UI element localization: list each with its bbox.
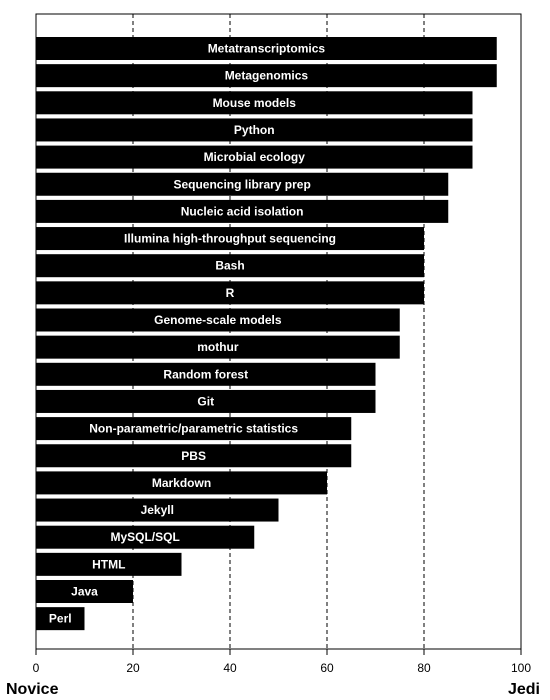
bar	[36, 552, 182, 576]
bar	[36, 308, 400, 332]
x-tick-label: 40	[223, 661, 237, 675]
x-tick-label: 80	[417, 661, 431, 675]
bar-label: Markdown	[152, 476, 211, 490]
bar-label: Illumina high-throughput sequencing	[124, 232, 336, 246]
bar-label: Metagenomics	[225, 69, 309, 83]
bar-label: Python	[234, 123, 275, 137]
x-tick-label: 100	[511, 661, 531, 675]
bar	[36, 199, 449, 223]
bar-label: Genome-scale models	[154, 313, 282, 327]
bar-label: Java	[71, 585, 98, 599]
bar	[36, 444, 352, 468]
bar	[36, 254, 424, 278]
bar	[36, 417, 352, 441]
bar	[36, 172, 449, 196]
bar-label: Microbial ecology	[204, 150, 306, 164]
bar-label: Metatranscriptomics	[208, 42, 326, 56]
bar-label: Nucleic acid isolation	[181, 204, 304, 218]
bar-label: Non-parametric/parametric statistics	[89, 422, 298, 436]
bar-label: R	[226, 286, 235, 300]
bar	[36, 389, 376, 413]
bar-label: Mouse models	[213, 96, 297, 110]
bar-label: Random forest	[163, 367, 248, 381]
x-left-label: Novice	[6, 681, 59, 698]
x-tick-label: 20	[126, 661, 140, 675]
bar	[36, 227, 424, 251]
bar-label: Sequencing library prep	[173, 177, 310, 191]
bar-label: Bash	[215, 259, 244, 273]
bar	[36, 580, 133, 603]
bar-label: mothur	[197, 340, 239, 354]
bar-label: Git	[197, 394, 214, 408]
bar	[36, 471, 327, 495]
bar	[36, 335, 400, 359]
bar	[36, 145, 473, 169]
x-right-label: Jedi	[508, 681, 540, 698]
bar-label: HTML	[92, 557, 125, 571]
bar	[36, 64, 497, 88]
bar-label: MySQL/SQL	[110, 530, 179, 544]
bar-label: PBS	[181, 449, 206, 463]
bar-label: Perl	[49, 612, 72, 626]
bar	[36, 37, 497, 60]
bar	[36, 498, 279, 522]
bar	[36, 281, 424, 305]
x-tick-label: 60	[320, 661, 334, 675]
bars-group: Metatranscriptomics Metagenomics Mouse mod…	[36, 37, 497, 631]
bar	[36, 118, 473, 142]
bar-label: Jekyll	[141, 503, 174, 517]
x-axis-ticks: 0 20 40 60 80 100	[33, 649, 531, 675]
x-tick-label: 0	[33, 661, 40, 675]
bar	[36, 362, 376, 386]
bar	[36, 607, 85, 631]
plot-frame	[35, 13, 522, 650]
bar	[36, 525, 255, 549]
bar	[36, 91, 473, 115]
